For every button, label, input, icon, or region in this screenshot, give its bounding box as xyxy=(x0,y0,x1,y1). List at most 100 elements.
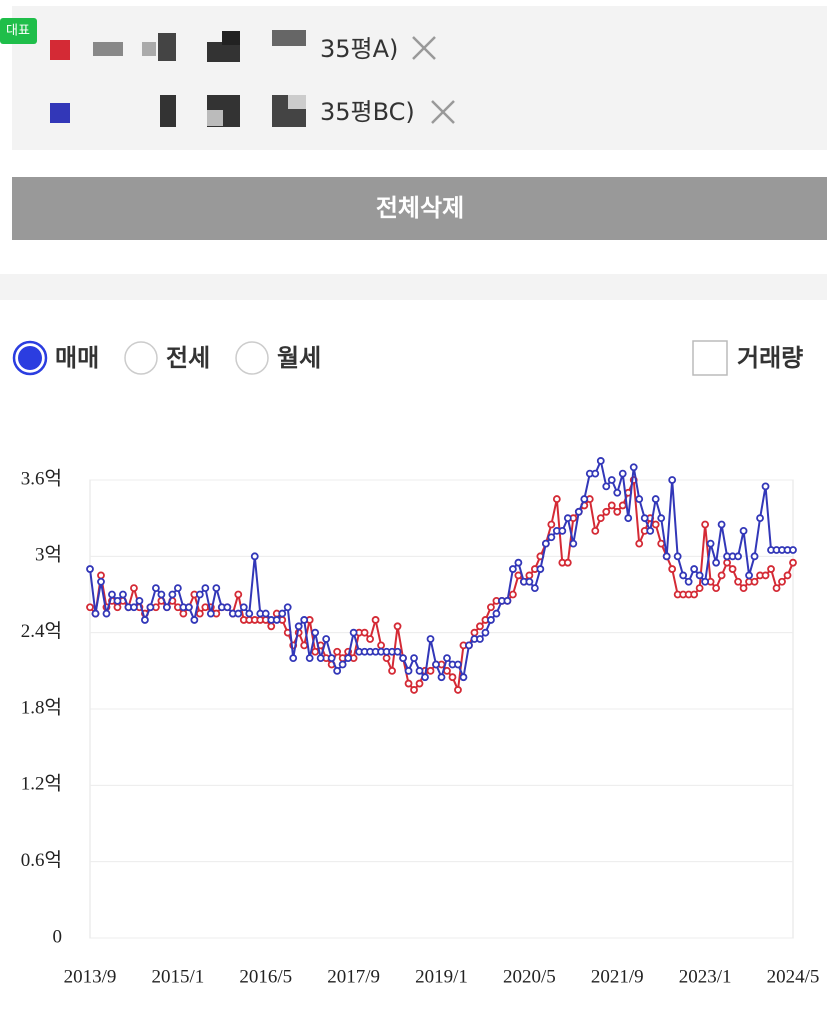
radio-dot[interactable] xyxy=(18,346,42,370)
data-point xyxy=(393,647,402,656)
data-point xyxy=(454,660,462,669)
data-point xyxy=(613,488,622,497)
data-point xyxy=(717,571,726,580)
badge-bg xyxy=(0,18,37,44)
data-point xyxy=(679,571,688,580)
data-point xyxy=(283,603,292,612)
data-point xyxy=(701,577,710,586)
data-point xyxy=(558,526,567,535)
data-point xyxy=(695,584,704,593)
data-point xyxy=(135,596,144,605)
data-point xyxy=(371,616,380,624)
close-icon[interactable] xyxy=(412,36,436,60)
data-point xyxy=(778,577,786,586)
x-tick-label: 2017/9 xyxy=(327,966,380,987)
data-point xyxy=(278,609,287,618)
data-point xyxy=(701,520,710,529)
x-tick-label: 2019/1 xyxy=(415,966,468,987)
data-point xyxy=(190,616,199,624)
data-point xyxy=(607,476,616,484)
data-point xyxy=(706,539,715,548)
data-point xyxy=(421,673,429,682)
data-point xyxy=(624,514,633,523)
data-point xyxy=(443,654,451,663)
data-point xyxy=(734,577,742,586)
data-point xyxy=(201,584,210,593)
data-point xyxy=(662,552,671,561)
data-point xyxy=(470,628,479,637)
data-point xyxy=(547,520,556,529)
data-point xyxy=(130,584,138,593)
radio[interactable] xyxy=(124,341,158,375)
data-point xyxy=(657,514,666,523)
data-point xyxy=(723,558,731,567)
data-point xyxy=(152,584,160,593)
data-point xyxy=(388,666,396,675)
compare-panel xyxy=(12,6,827,150)
data-point xyxy=(86,603,94,612)
radio-label[interactable]: 매매 xyxy=(55,344,99,372)
data-point xyxy=(789,546,797,554)
data-point xyxy=(311,647,320,656)
data-point xyxy=(745,571,753,580)
checkbox-label[interactable]: 거래량 xyxy=(737,344,803,372)
data-point xyxy=(261,609,270,618)
data-point xyxy=(239,603,248,612)
data-point xyxy=(602,507,611,516)
data-point xyxy=(487,603,495,612)
data-point xyxy=(668,565,677,573)
y-tick-label: 0 xyxy=(53,926,63,947)
data-point xyxy=(437,673,446,682)
data-point xyxy=(212,584,221,593)
y-tick-label: 0.6억 xyxy=(21,849,62,871)
series-line xyxy=(89,457,793,681)
radio-label[interactable]: 전세 xyxy=(166,344,210,372)
data-point xyxy=(728,565,737,573)
data-point xyxy=(459,673,468,682)
button-label[interactable]: 전체삭제 xyxy=(376,194,464,222)
data-point xyxy=(432,660,440,669)
data-point xyxy=(108,590,116,599)
delete-all-button[interactable] xyxy=(12,177,827,240)
data-point xyxy=(333,666,342,675)
data-point xyxy=(547,533,556,542)
data-point xyxy=(503,596,512,605)
data-point xyxy=(657,539,666,548)
radio-label[interactable]: 월세 xyxy=(277,344,321,372)
data-point xyxy=(289,654,298,663)
data-point xyxy=(311,628,320,637)
data-point xyxy=(97,571,105,580)
data-point xyxy=(130,603,138,612)
data-point xyxy=(613,507,622,516)
close-icon[interactable] xyxy=(431,100,455,124)
data-point xyxy=(525,577,534,586)
radio[interactable] xyxy=(235,341,269,375)
data-point xyxy=(569,539,578,548)
data-point xyxy=(300,641,309,650)
data-point xyxy=(646,526,655,535)
data-point xyxy=(690,590,699,599)
data-point xyxy=(168,590,177,599)
y-tick-label: 2.4억 xyxy=(21,620,62,642)
data-point xyxy=(750,577,759,586)
x-tick-label: 2016/5 xyxy=(239,966,292,987)
checkbox[interactable] xyxy=(692,340,728,376)
data-point xyxy=(629,463,638,472)
data-point xyxy=(668,476,677,484)
x-tick-label: 2021/9 xyxy=(591,966,644,987)
data-point xyxy=(415,666,424,675)
data-point xyxy=(300,616,309,624)
data-point xyxy=(465,641,473,650)
data-point xyxy=(690,565,699,573)
data-point xyxy=(607,501,616,510)
data-point xyxy=(162,603,171,612)
data-point xyxy=(761,482,770,491)
data-point xyxy=(756,514,764,523)
data-point xyxy=(305,654,314,663)
data-point xyxy=(783,571,792,580)
badge: 대표 xyxy=(6,24,30,39)
data-point xyxy=(651,520,660,529)
y-tick-label: 3억 xyxy=(35,544,62,566)
data-point xyxy=(410,654,418,663)
data-point xyxy=(195,590,204,599)
